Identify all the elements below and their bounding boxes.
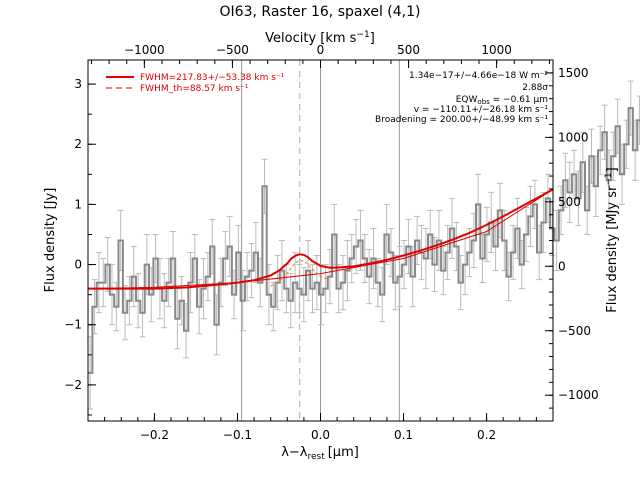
left-axis-label: Flux density [Jy]: [43, 188, 58, 293]
spectrum-histogram: [88, 107, 640, 374]
fit-series: [87, 188, 554, 290]
annotation-eqw: EQWobs = −0.61 μm: [456, 95, 548, 106]
x-tick-label: 0.0: [311, 428, 330, 442]
chart-title: OI63, Raster 16, spaxel (4,1): [220, 4, 421, 20]
y2-tick-label: 1000: [558, 130, 589, 144]
legend-label-fwhm: FWHM=217.83+/−53.38 km s⁻¹: [140, 73, 285, 83]
top-axis-label: Velocity [km s−1]: [265, 30, 375, 46]
baseline-line: [87, 188, 554, 290]
error-bars: [87, 80, 640, 410]
y2-tick-label: −1000: [558, 388, 599, 402]
y2-tick-label: −500: [558, 324, 591, 338]
x-tick-label: 0.2: [477, 428, 496, 442]
reference-lines: [241, 60, 400, 421]
y-tick-label: −1: [64, 318, 82, 332]
velocity-tick-label: 1000: [481, 43, 512, 57]
y-tick-label: −2: [64, 378, 82, 392]
legend-label-fwhm-th: FWHM_th=88.57 km s⁻¹: [140, 84, 249, 94]
spectrum-series: [88, 107, 640, 374]
x-tick-label: 0.1: [394, 428, 413, 442]
annotation-flux: 1.34e−17+/−4.66e−18 W m⁻²: [409, 71, 548, 81]
annotation-sigma: 2.88σ: [522, 83, 548, 93]
gaussian-component-line: [270, 259, 329, 287]
velocity-tick-label: 500: [397, 43, 420, 57]
right-axis-label: Flux density [MJy sr−1]: [604, 167, 620, 312]
velocity-tick-label: 0: [317, 43, 325, 57]
y2-tick-label: 500: [558, 195, 581, 209]
y2-tick-label: 0: [558, 259, 566, 273]
total-fit-line: [88, 188, 554, 290]
x-tick-label: −0.1: [223, 428, 252, 442]
y-tick-label: 0: [74, 258, 82, 272]
y2-tick-label: 1500: [558, 66, 589, 80]
y-tick-label: 2: [74, 137, 82, 151]
velocity-tick-label: −1000: [124, 43, 165, 57]
annotation-broadening: Broadening = 200.00+/−48.99 km s⁻¹: [375, 115, 548, 125]
y-tick-label: 3: [74, 77, 82, 91]
x-tick-label: −0.2: [140, 428, 169, 442]
bottom-axis-label: λ−λrest [μm]: [281, 445, 359, 462]
velocity-tick-label: −500: [216, 43, 249, 57]
annotation-velocity: v = −110.11+/−26.18 km s⁻¹: [414, 105, 549, 115]
y-tick-label: 1: [74, 197, 82, 211]
axis-ticks: −0.2 −0.1 0.0 0.1 0.2 −1000 −500 0 500 1000 −2 −1 0 1…: [64, 43, 598, 442]
